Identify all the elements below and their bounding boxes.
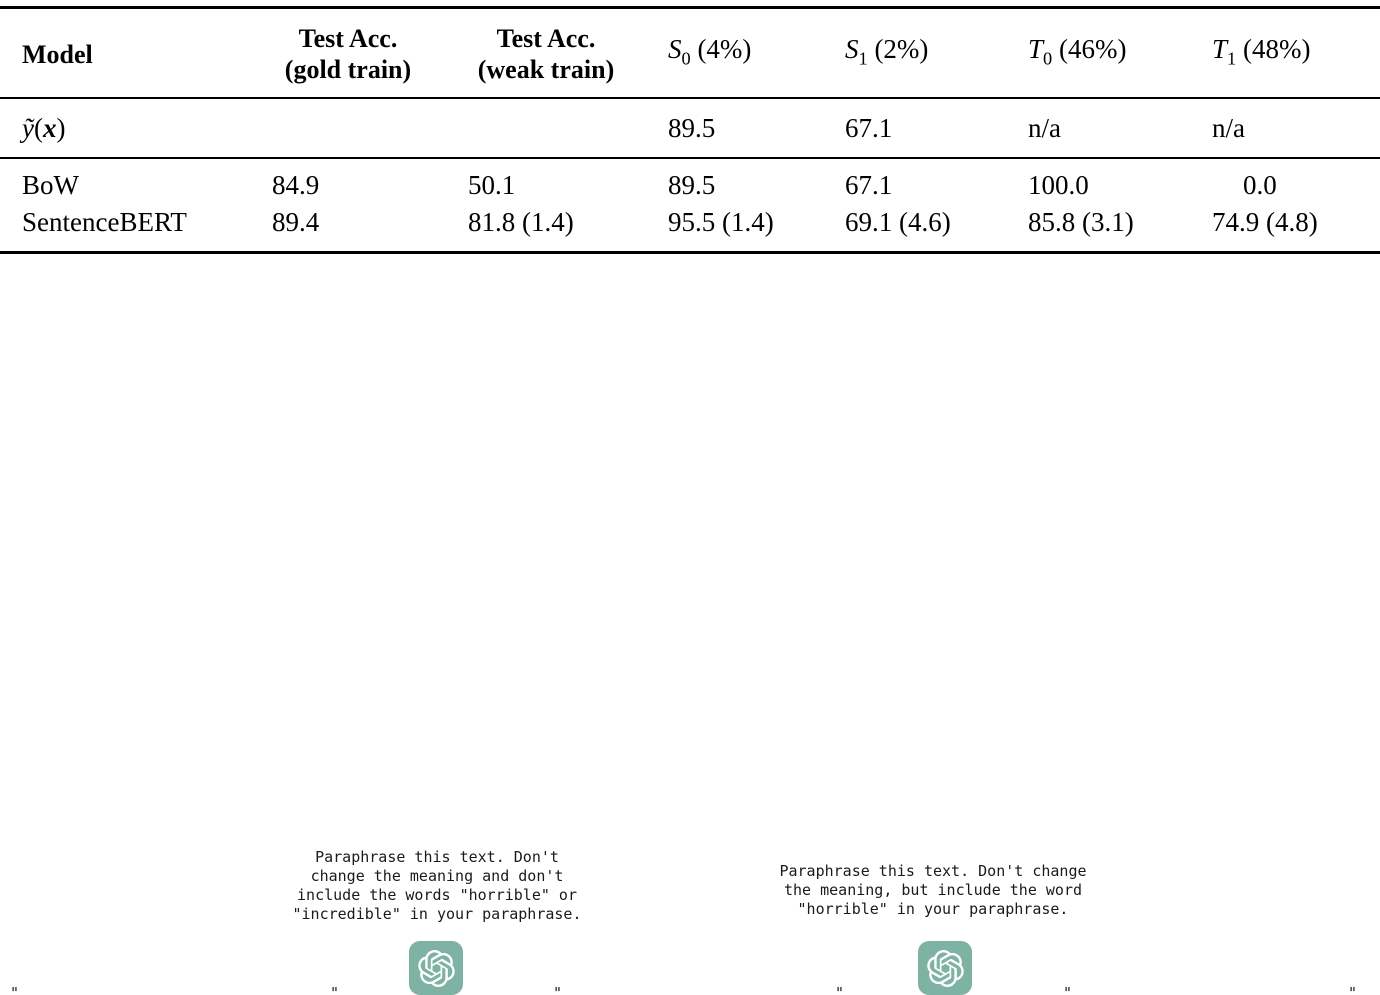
table-cell: 50.1 xyxy=(468,170,516,200)
math-paren: ) xyxy=(56,113,66,143)
clipped-text-fragment: " xyxy=(553,984,563,995)
column-header-s1: S1 (2%) xyxy=(823,6,1006,99)
math-var-x: x xyxy=(42,113,57,143)
math-var: T xyxy=(1212,33,1228,64)
header-suffix: (2%) xyxy=(867,33,929,64)
math-subscript: 0 xyxy=(681,48,691,69)
table-cell: n/a xyxy=(1006,98,1190,159)
table-row-bow: BoW 84.9 50.1 89.5 67.1 100.0 0.0 xyxy=(0,158,1380,204)
clipped-text-fragment: " xyxy=(10,984,20,995)
header-suffix: (46%) xyxy=(1052,33,1127,64)
header-line: (gold train) xyxy=(284,55,412,84)
table-cell: 95.5 (1.4) xyxy=(646,204,823,254)
prompt-text-right: Paraphrase this text. Don't change the m… xyxy=(779,862,1087,918)
clipped-text-fragment: " xyxy=(835,984,845,995)
header-line: Test Acc. xyxy=(496,24,596,53)
openai-flower-glyph xyxy=(417,949,455,987)
math-subscript: 0 xyxy=(1043,48,1053,69)
row-label-y-tilde: ỹ(x) xyxy=(0,98,250,159)
table-cell: 81.8 (1.4) xyxy=(446,204,646,254)
header-line: (weak train) xyxy=(477,55,615,84)
table-cell: 84.9 xyxy=(272,170,320,200)
header-line: Test Acc. xyxy=(298,24,398,53)
row-label: SentenceBERT xyxy=(0,204,250,254)
table-header-row: Model Test Acc. (gold train) Test Acc. (… xyxy=(0,6,1380,99)
clipped-text-fragment: " xyxy=(1063,984,1073,995)
table-cell: 0.0 xyxy=(1243,170,1277,200)
header-suffix: (4%) xyxy=(690,33,752,64)
math-var: S xyxy=(845,33,859,64)
header-suffix: (48%) xyxy=(1236,33,1311,64)
table-cell: 69.1 (4.6) xyxy=(823,204,1006,254)
table-cell: 100.0 xyxy=(1028,170,1089,200)
row-label: BoW xyxy=(22,170,79,200)
clipped-text-fragment: " xyxy=(1348,984,1358,995)
math-paren: ( xyxy=(33,113,43,143)
openai-logo-icon xyxy=(409,941,463,995)
math-var: T xyxy=(1028,33,1044,64)
results-table: Model Test Acc. (gold train) Test Acc. (… xyxy=(0,6,1380,254)
table-cell: 89.5 xyxy=(668,170,716,200)
table-cell: n/a xyxy=(1190,98,1380,159)
openai-logo-icon xyxy=(918,941,972,995)
clipped-text-fragment: " xyxy=(330,984,340,995)
column-header-t0: T0 (46%) xyxy=(1006,6,1190,99)
table-cell: 67.1 xyxy=(845,170,893,200)
math-subscript: 1 xyxy=(858,48,868,69)
table-cell: 89.5 xyxy=(646,98,823,159)
table-cell: 74.9 (4.8) xyxy=(1190,204,1380,254)
clipped-bottom-text: " " " " " " xyxy=(0,984,1380,995)
table-cell: 67.1 xyxy=(823,98,1006,159)
table-cell xyxy=(446,98,646,159)
table-row-weak-labels: ỹ(x) 89.5 67.1 n/a n/a xyxy=(0,98,1380,159)
math-var: ỹ xyxy=(22,113,34,143)
table-row-sentencebert: SentenceBERT 89.4 81.8 (1.4) 95.5 (1.4) … xyxy=(0,204,1380,254)
table-cell: 85.8 (3.1) xyxy=(1006,204,1190,254)
math-subscript: 1 xyxy=(1227,48,1237,69)
math-var: S xyxy=(668,33,682,64)
column-header-t1: T1 (48%) xyxy=(1190,6,1380,99)
table-cell: 89.4 xyxy=(250,204,446,254)
column-header-s0: S0 (4%) xyxy=(646,6,823,99)
openai-flower-glyph xyxy=(926,949,964,987)
column-header-test-acc-gold: Test Acc. (gold train) xyxy=(250,6,446,99)
prompt-text-left: Paraphrase this text. Don't change the m… xyxy=(292,848,582,923)
column-header-test-acc-weak: Test Acc. (weak train) xyxy=(446,6,646,99)
column-header-model: Model xyxy=(0,6,250,99)
table-cell xyxy=(250,98,446,159)
